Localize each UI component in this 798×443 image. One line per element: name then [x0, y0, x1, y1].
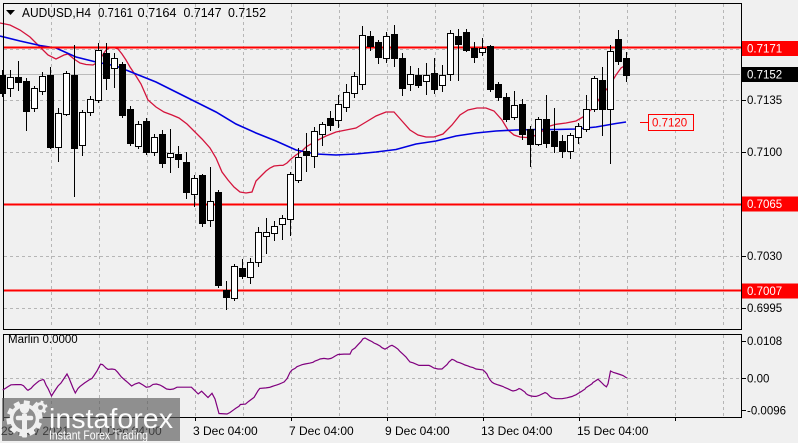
svg-text:AUDUSD,H4: AUDUSD,H4 [22, 5, 91, 20]
svg-text:0.7171: 0.7171 [747, 44, 782, 56]
svg-text:0.7120: 0.7120 [652, 118, 687, 130]
svg-text:0.7030: 0.7030 [747, 251, 782, 263]
svg-text:0.7152: 0.7152 [228, 5, 266, 20]
svg-text:0.7164: 0.7164 [138, 5, 177, 20]
svg-text:15 Dec 04:00: 15 Dec 04:00 [577, 424, 649, 438]
svg-text:13 Dec 04:00: 13 Dec 04:00 [481, 424, 553, 438]
svg-text:0.00: 0.00 [747, 374, 769, 386]
svg-text:0.0108: 0.0108 [747, 336, 782, 348]
svg-text:0.7147: 0.7147 [184, 5, 222, 20]
svg-text:-0.0096: -0.0096 [747, 405, 786, 417]
svg-text:Instant Forex Trading: Instant Forex Trading [49, 429, 148, 443]
svg-text:0.7161: 0.7161 [98, 5, 133, 20]
svg-text:0.7135: 0.7135 [747, 95, 782, 107]
svg-text:0.7007: 0.7007 [747, 286, 782, 298]
svg-text:7 Dec 04:00: 7 Dec 04:00 [289, 424, 354, 438]
svg-text:0.7152: 0.7152 [747, 70, 782, 82]
svg-text:3 Dec 04:00: 3 Dec 04:00 [193, 424, 258, 438]
svg-text:instaforex: instaforex [49, 403, 173, 434]
svg-text:9 Dec 04:00: 9 Dec 04:00 [385, 424, 450, 438]
svg-text:0.6995: 0.6995 [747, 303, 782, 315]
svg-text:Marlin 0.0000: Marlin 0.0000 [8, 334, 78, 346]
svg-text:0.7065: 0.7065 [747, 199, 782, 211]
svg-text:0.7100: 0.7100 [747, 147, 782, 159]
